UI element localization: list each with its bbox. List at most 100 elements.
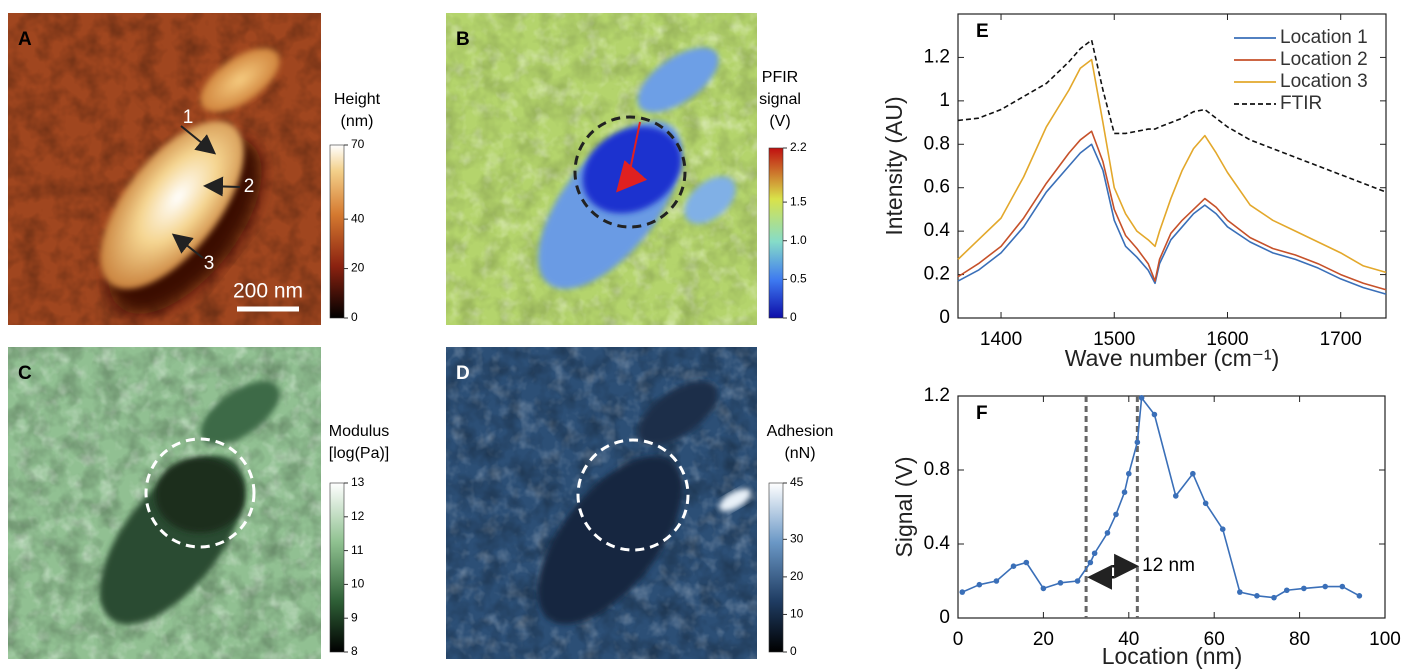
colorbar-tick-label: 8 [351, 644, 358, 658]
x-tick-label: 20 [1033, 629, 1054, 650]
x-tick-label: 1600 [1206, 329, 1248, 350]
data-point [1104, 530, 1111, 536]
x-tick-label: 40 [1118, 629, 1139, 650]
colorbar-title: Height [334, 91, 381, 108]
y-tick-label: 0.6 [924, 177, 950, 198]
plot-frame [957, 395, 1386, 619]
panel-label: F [976, 403, 988, 424]
series-line [957, 58, 1387, 274]
colorbar-tick-label: 40 [351, 211, 365, 225]
colorbar-tick-label: 10 [351, 577, 365, 591]
colorbar-tick-label: 0.5 [790, 272, 807, 286]
y-tick-label: 0.8 [924, 133, 950, 154]
colorbar-tick-label: 20 [790, 569, 804, 583]
colorbar [768, 482, 784, 653]
scale-bar-label: 200 nm [233, 280, 303, 303]
data-point [1254, 593, 1260, 599]
data-point [1190, 470, 1196, 477]
data-point [1138, 395, 1145, 401]
adhesion-image [446, 347, 757, 659]
colorbar-tick-label: 12 [351, 509, 365, 523]
colorbar-title: Modulus [329, 423, 389, 440]
legend-label: Location 1 [1280, 27, 1368, 48]
y-tick-label: 0 [939, 307, 950, 328]
data-point [1172, 493, 1179, 499]
data-point [1339, 583, 1346, 590]
data-point [1237, 589, 1243, 595]
data-point [1040, 585, 1047, 592]
colorbar [768, 147, 784, 319]
legend-label: Location 3 [1280, 71, 1368, 92]
data-point [1023, 559, 1030, 566]
data-point [1322, 583, 1329, 590]
data-point [959, 589, 966, 595]
annotation: 3 [204, 253, 215, 274]
y-tick-label: 0.4 [924, 533, 951, 554]
colorbar-tick-label: 10 [790, 607, 804, 621]
pfir-image [446, 13, 757, 325]
colorbar-tick-label: 11 [351, 543, 364, 557]
data-point [1121, 489, 1128, 496]
colorbar-title: (nm) [341, 113, 374, 130]
colorbar [329, 482, 345, 653]
x-tick-label: 100 [1369, 629, 1401, 650]
colorbar-tick-label: 13 [351, 475, 365, 489]
data-point [1087, 559, 1094, 566]
x-tick-label: 1500 [1093, 329, 1135, 350]
series-line [957, 39, 1387, 193]
colorbar-title: [log(Pa)] [329, 445, 389, 462]
x-axis-label: Wave number (cm⁻¹) [1065, 345, 1279, 371]
panel-label: E [976, 21, 989, 42]
colorbar-title: Adhesion [767, 423, 834, 440]
data-point [976, 581, 983, 588]
colorbar-tick-label: 0 [351, 310, 358, 324]
y-tick-label: 0.4 [924, 220, 951, 241]
data-point [1356, 593, 1363, 599]
y-tick-label: 0.8 [924, 459, 950, 480]
data-point [1134, 439, 1141, 446]
colorbar-tick-label: 9 [351, 610, 358, 624]
colorbar-tick-label: 2.2 [790, 140, 807, 154]
data-point [1301, 585, 1307, 592]
x-tick-label: 60 [1204, 629, 1225, 650]
x-tick-label: 1400 [980, 329, 1022, 350]
data-point [1219, 526, 1226, 532]
data-point [1010, 563, 1017, 569]
data-point [1113, 511, 1119, 518]
y-axis-label: Intensity (AU) [881, 96, 907, 235]
colorbar [329, 144, 345, 319]
y-tick-label: 1.2 [924, 46, 950, 67]
y-axis-label: Signal (V) [891, 457, 917, 558]
x-axis-label: Location (nm) [1102, 643, 1243, 669]
legend-label: Location 2 [1280, 49, 1368, 70]
colorbar-tick-label: 1.5 [790, 194, 807, 208]
data-point [1074, 578, 1081, 584]
data-point [1271, 594, 1277, 601]
colorbar-tick-label: 0 [790, 310, 797, 324]
colorbar-tick-label: 70 [351, 137, 365, 151]
data-point [1057, 580, 1064, 586]
data-point [1202, 500, 1209, 507]
height-image [8, 13, 321, 325]
colorbar-title: (nN) [784, 445, 815, 462]
colorbar-tick-label: 0 [790, 644, 797, 658]
panel-label: A [18, 29, 32, 50]
annotation: 1 [183, 107, 194, 128]
colorbar-tick-label: 45 [790, 475, 804, 489]
y-tick-label: 1.2 [924, 385, 950, 406]
colorbar-title: (V) [769, 113, 790, 130]
colorbar-tick-label: 20 [351, 261, 365, 275]
x-tick-label: 1700 [1320, 329, 1362, 350]
y-tick-label: 0 [939, 607, 950, 628]
colorbar-title: signal [759, 91, 801, 108]
colorbar-tick-label: 30 [790, 532, 804, 546]
colorbar-tick-label: 1.0 [790, 233, 807, 247]
data-point [1126, 470, 1132, 477]
y-tick-label: 1 [939, 90, 950, 111]
modulus-image [8, 347, 321, 659]
panel-label: C [18, 363, 32, 384]
data-point [1151, 411, 1158, 418]
legend-label: FTIR [1280, 93, 1322, 114]
data-point [1283, 587, 1290, 594]
